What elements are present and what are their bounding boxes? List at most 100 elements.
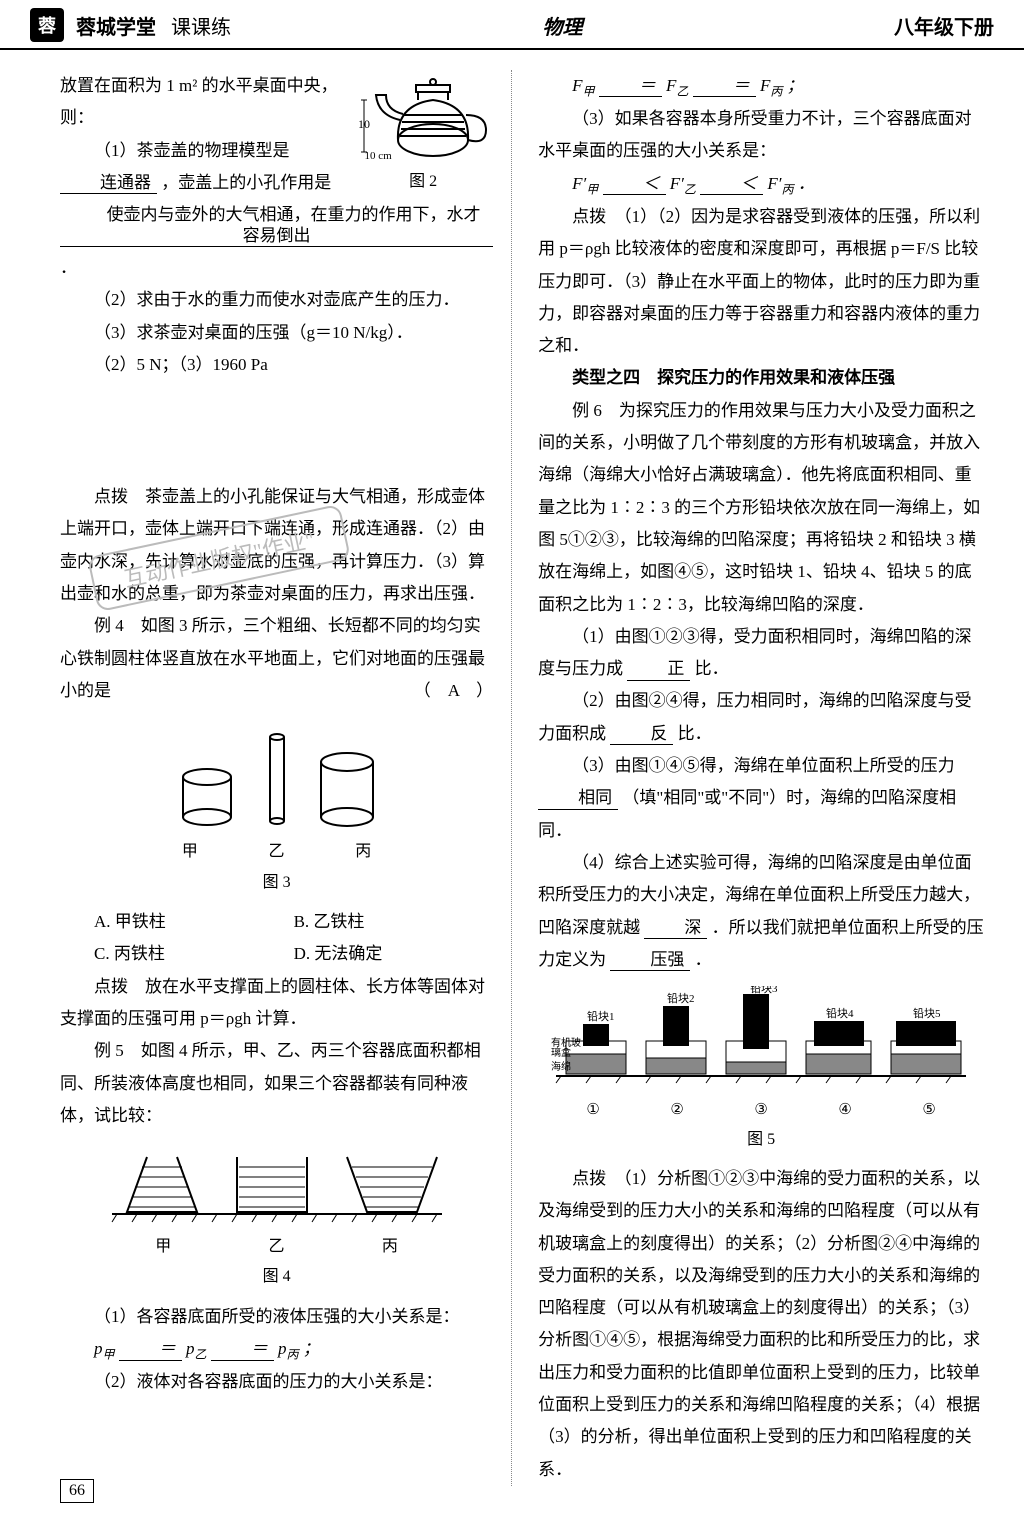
choice-d: D. 无法确定: [294, 938, 494, 970]
ex6-q3a: （3）由图①④⑤得，海绵在单位面积上所受的压力: [572, 756, 955, 775]
type4-title: 类型之四 探究压力的作用效果和液体压强: [538, 362, 984, 394]
dianbo2: 点拨 放在水平支撑面上的圆柱体、长方体等固体对支撑面的压强可用 p＝ρgh 计算…: [60, 971, 493, 1036]
fig3-caption: 图 3: [60, 868, 493, 898]
choice-a: A. 甲铁柱: [94, 906, 294, 938]
fig5-sponge-label: 海绵: [551, 1060, 571, 1073]
r2-rel2: ＜: [700, 174, 763, 195]
q1b-answer: 使壶内与壶外的大气相通，在重力的作用下，水才容易倒出: [60, 205, 493, 247]
q1a-answer: 连通器: [60, 173, 157, 194]
ex5-q2: （2）液体对各容器底面的压力的大小关系是：: [60, 1366, 493, 1398]
ex6-q3: （3）由图①④⑤得，海绵在单位面积上所受的压力 相同 （填"相同"或"不同"）时…: [538, 750, 984, 847]
page-number: 66: [60, 1479, 94, 1503]
fig5-l1: 铅块1: [587, 1009, 615, 1023]
fig2-dim-text: 10 cm: [263, 146, 493, 167]
ex6-q2-ans: 反: [610, 724, 673, 745]
fig5-l4: 铅块4: [826, 1006, 854, 1020]
ex6-text: 例 6 为探究压力的作用效果与压力大小及受力面积之间的关系，小明做了几个带刻度的…: [538, 395, 984, 621]
fig4-caption: 图 4: [60, 1262, 493, 1292]
p-yi: p乙: [186, 1339, 207, 1358]
r-formula1: F甲 ＝ F乙 ＝ F丙 ；: [538, 70, 984, 103]
fig3-label-b: 乙: [269, 837, 285, 867]
figure-5: 铅块1 铅块2 铅块3 铅块4 铅块5 有机玻 璃盒 海绵 ① ② ③: [538, 986, 984, 1155]
content-columns: 10 10 cm 图 2 放置在面积为 1 m² 的水平桌面中央，则： （1）茶…: [0, 50, 1024, 1496]
r-formula2: F′甲 ＜ F′乙 ＜ F′丙 ．: [538, 168, 984, 201]
fig4-label-b: 乙: [269, 1232, 285, 1262]
F-yi: F乙: [666, 76, 688, 95]
f1-end: ；: [303, 1339, 320, 1358]
figure-2-wrap: 10 10 cm 图 2: [353, 70, 493, 205]
fig5-n4: ④: [838, 1096, 851, 1125]
page-header: 蓉 蓉城学堂 课课练 物理 八年级下册: [0, 0, 1024, 50]
ex6-q2b: 比．: [678, 724, 712, 743]
ex6-q1a: （1）由图①②③得，受力面积相同时，海绵凹陷的深度与压力成: [538, 627, 972, 678]
Fp-jia: F′甲: [572, 174, 598, 193]
r2-rel1: ＜: [603, 174, 666, 195]
r-q3: （3）如果各容器本身所受重力不计，三个容器底面对水平桌面的压强的大小关系是：: [538, 103, 984, 168]
fig5-box-label2: 璃盒: [551, 1046, 571, 1059]
dianbo3: 点拨 （1）（2）因为是求容器受到液体的压强，所以利用 p＝ρgh 比较液体的密…: [538, 201, 984, 362]
q3-text: （3）求茶壶对桌面的压强（g＝10 N/kg）．: [60, 317, 493, 349]
F-jia: F甲: [572, 76, 594, 95]
q1b-end: ．: [60, 258, 77, 277]
p-jia: p甲: [94, 1339, 115, 1358]
dianbo4: 点拨 （1）分析图①②③中海绵的受力面积的关系，以及海绵受到的压力大小的关系和海…: [538, 1163, 984, 1486]
r-f2-end: ．: [798, 174, 815, 193]
fig3-label-c: 丙: [355, 837, 371, 867]
fig3-label-a: 甲: [182, 837, 198, 867]
ex5-q1: （1）各容器底面所受的液体压强的大小关系是：: [60, 1301, 493, 1333]
fig5-caption: 图 5: [538, 1125, 984, 1155]
ex6-q1b: 比．: [695, 659, 729, 678]
fig2-dim-label: 10: [358, 117, 370, 131]
q2-text: （2）求由于水的重力而使水对壶底产生的压力．: [60, 284, 493, 316]
brand-text: 蓉城学堂: [76, 17, 156, 39]
fig5-l3: 铅块3: [750, 986, 778, 995]
ex6-q2: （2）由图②④得，压力相同时，海绵的凹陷深度与受力面积成 反 比．: [538, 685, 984, 750]
r-rel2: ＝: [693, 76, 756, 97]
header-brand: 蓉城学堂 课课练: [76, 11, 231, 40]
r-rel1: ＝: [599, 76, 662, 97]
figure-4: 甲 乙 丙 图 4: [60, 1142, 493, 1293]
ans23-text: （2）5 N；（3）1960 Pa: [60, 349, 493, 381]
ex6-q4-ans2: 压强: [610, 950, 690, 971]
header-grade: 八年级下册: [894, 11, 994, 40]
right-column: F甲 ＝ F乙 ＝ F丙 ； （3）如果各容器本身所受重力不计，三个容器底面对水…: [532, 70, 984, 1486]
header-logo: 蓉: [30, 8, 64, 42]
header-subject: 物理: [231, 11, 894, 40]
fig5-n3: ③: [754, 1096, 767, 1125]
fig2-caption: 图 2: [353, 167, 493, 197]
ex6-q4c: ．: [695, 950, 712, 969]
choice-c: C. 丙铁柱: [94, 938, 294, 970]
Fp-bing: F′丙: [767, 174, 793, 193]
F-bing: F丙: [760, 76, 782, 95]
ex4-answer: （ A ）: [380, 675, 493, 707]
ex5-text: 例 5 如图 4 所示，甲、乙、丙三个容器底面积都相同、所装液体高度也相同，如果…: [60, 1035, 493, 1132]
fig4-label-a: 甲: [155, 1232, 171, 1262]
left-column: 10 10 cm 图 2 放置在面积为 1 m² 的水平桌面中央，则： （1）茶…: [60, 70, 512, 1486]
fig5-n5: ⑤: [922, 1096, 935, 1125]
ex6-q4: （4）综合上述实验可得，海绵的凹陷深度是由单位面积所受压力的大小决定，海绵在单位…: [538, 847, 984, 976]
ex4-choices: A. 甲铁柱 B. 乙铁柱 C. 丙铁柱 D. 无法确定: [94, 906, 493, 971]
p-bing: p丙: [278, 1339, 299, 1358]
fig5-n1: ①: [586, 1096, 599, 1125]
q1b-text: ，壶盖上的小孔作用是: [161, 173, 331, 192]
ex5-formula1: p甲 ＝ p乙 ＝ p丙 ；: [60, 1333, 493, 1366]
ex6-q4-ans: 深: [644, 918, 707, 939]
Fp-yi: F′乙: [670, 174, 696, 193]
fig5-n2: ②: [670, 1096, 683, 1125]
fig4-label-c: 丙: [382, 1232, 398, 1262]
r-f1-end: ；: [787, 76, 804, 95]
dianbo1: 点拨 茶壶盖上的小孔能保证与大气相通，形成壶体上端开口，壶体上端开口下端连通，形…: [60, 481, 493, 610]
series-text: 课课练: [171, 17, 231, 39]
fig5-l2: 铅块2: [667, 991, 695, 1005]
choice-b: B. 乙铁柱: [294, 906, 494, 938]
ex6-q3-ans: 相同: [538, 788, 618, 809]
rel2: ＝: [211, 1339, 274, 1360]
q1a-text: （1）茶壶盖的物理模型是: [94, 141, 290, 160]
rel1: ＝: [119, 1339, 182, 1360]
fig5-l5: 铅块5: [913, 1006, 941, 1020]
ex6-q1-ans: 正: [627, 659, 690, 680]
ex6-q2a: （2）由图②④得，压力相同时，海绵的凹陷深度与受力面积成: [538, 691, 972, 742]
ex6-q1: （1）由图①②③得，受力面积相同时，海绵凹陷的深度与压力成 正 比．: [538, 621, 984, 686]
figure-3: 甲 乙 丙 图 3: [60, 717, 493, 898]
ex4-text: 例 4 如图 3 所示，三个粗细、长短都不同的均匀实心铁制圆柱体竖直放在水平地面…: [60, 610, 493, 707]
